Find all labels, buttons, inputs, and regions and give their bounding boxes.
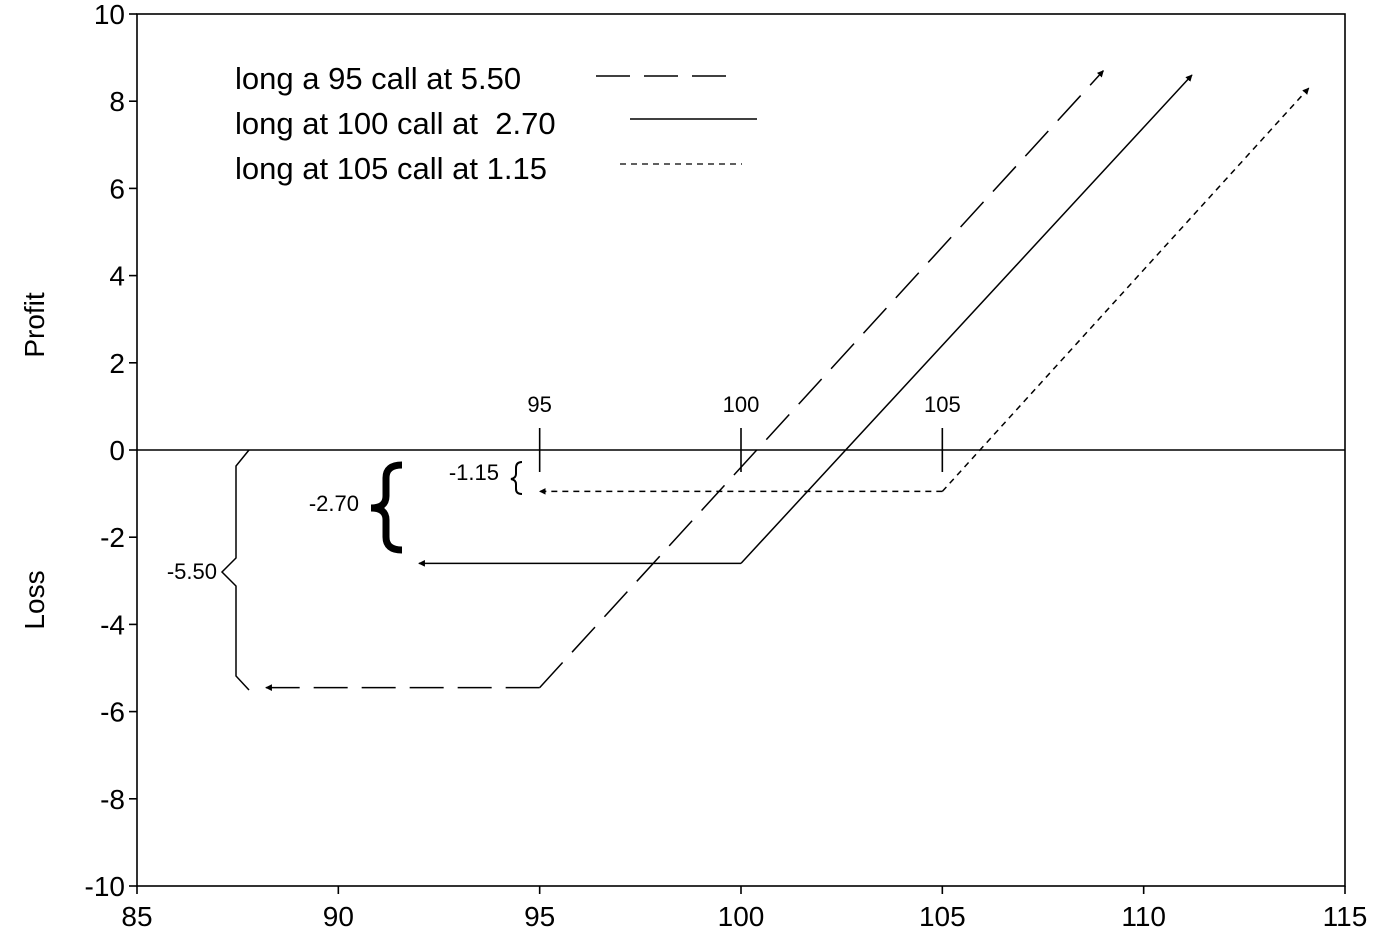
legend-label-series-2: long at 100 call at 2.70 — [235, 106, 556, 141]
series-line-3 — [538, 87, 1310, 495]
y-tick-label: -8 — [100, 784, 125, 815]
y-tick-label: 4 — [109, 261, 125, 292]
strike-markers: 95 100 105 — [527, 392, 961, 472]
y-tick-label: 10 — [94, 0, 125, 30]
y-tick-label: 6 — [109, 173, 125, 204]
strike-label: 105 — [924, 392, 961, 417]
series-profit-segment — [539, 70, 1104, 689]
y-tick-label: 0 — [109, 435, 125, 466]
x-tick-label: 110 — [1121, 901, 1166, 932]
series-line-2 — [418, 74, 1193, 567]
series-layer — [265, 70, 1310, 691]
y-tick-label: 2 — [109, 348, 125, 379]
series-profit-segment — [740, 74, 1193, 564]
legend-label-series-3: long at 105 call at 1.15 — [235, 151, 547, 186]
x-tick-label: 115 — [1323, 901, 1368, 932]
x-tick-label: 85 — [121, 901, 152, 932]
y-tick-label: -4 — [100, 609, 125, 640]
strike-label: 100 — [723, 392, 760, 417]
series-line-1 — [265, 70, 1104, 691]
y-axis: 10 8 6 4 2 0 -2 -4 -6 -8 -10 — [85, 0, 137, 902]
legend-label-series-1: long a 95 call at 5.50 — [235, 61, 521, 96]
y-tick-label: 8 — [109, 86, 125, 117]
x-tick-label: 90 — [323, 901, 354, 932]
y-tick-label: -2 — [100, 522, 125, 553]
x-axis: 85 90 95 100 105 110 115 — [121, 886, 1367, 932]
y-axis-title-loss: Loss — [19, 570, 50, 629]
strike-label: 95 — [527, 392, 551, 417]
y-tick-label: -6 — [100, 697, 125, 728]
series-profit-segment — [941, 87, 1310, 492]
legend: long a 95 call at 5.50 long at 100 call … — [235, 61, 757, 186]
cost-label-2-70: -2.70 — [309, 491, 359, 516]
cost-label-1-15: -1.15 — [449, 460, 499, 485]
bracket-2-70 — [370, 461, 403, 554]
x-tick-label: 100 — [718, 901, 765, 932]
cost-label-5-50: -5.50 — [167, 559, 217, 584]
x-tick-label: 105 — [919, 901, 966, 932]
bracket-5-50 — [220, 449, 250, 691]
bracket-1-15 — [510, 461, 523, 495]
y-axis-title-profit: Profit — [19, 292, 50, 358]
y-tick-label: -10 — [85, 871, 125, 902]
x-tick-label: 95 — [524, 901, 555, 932]
